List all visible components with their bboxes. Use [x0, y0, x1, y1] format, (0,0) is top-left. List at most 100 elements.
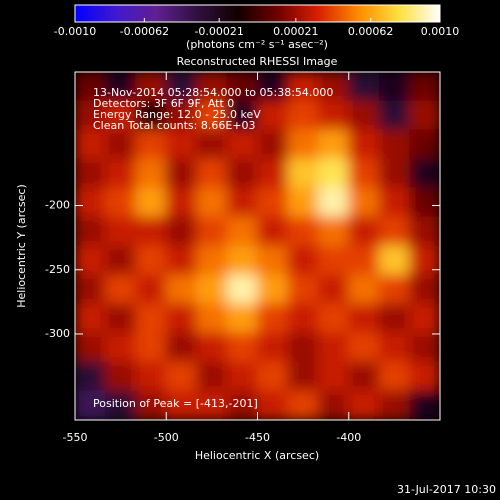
- pixel: [104, 361, 137, 392]
- pixel: [226, 303, 258, 334]
- pixel: [135, 187, 167, 218]
- pixel: [165, 274, 198, 305]
- pixel: [165, 303, 198, 334]
- pixel: [348, 361, 380, 392]
- pixel: [135, 332, 167, 363]
- pixel: [165, 158, 198, 189]
- pixel: [135, 361, 167, 392]
- pixel: [378, 72, 411, 102]
- pixel: [257, 245, 289, 276]
- pixel: [257, 72, 289, 102]
- pixel: [378, 100, 411, 131]
- pixel: [287, 158, 319, 189]
- pixel: [135, 274, 167, 305]
- pixel: [409, 72, 440, 102]
- pixel: [378, 303, 411, 334]
- colorbar: [74, 4, 441, 23]
- pixel: [104, 274, 137, 305]
- pixel: [75, 158, 106, 189]
- pixel: [348, 245, 380, 276]
- pixel: [75, 332, 106, 363]
- pixel: [348, 158, 380, 189]
- pixel: [75, 100, 106, 131]
- pixel: [104, 216, 137, 247]
- colorbar-tick-label: -0.00021: [194, 25, 243, 38]
- pixel: [317, 274, 350, 305]
- peak-label: Position of Peak = [-413,-201]: [93, 397, 258, 410]
- x-tick-label: -550: [63, 431, 88, 444]
- pixel: [104, 245, 137, 276]
- pixel: [287, 390, 319, 420]
- pixel: [348, 390, 380, 420]
- pixel: [196, 158, 228, 189]
- pixel: [196, 72, 228, 102]
- pixel: [378, 129, 411, 160]
- pixel: [165, 216, 198, 247]
- pixel: [348, 100, 380, 131]
- footer: 31-Jul-2017 10:30: [397, 483, 496, 496]
- pixel: [75, 361, 106, 392]
- annotation: Energy Range: 12.0 - 25.0 keV: [93, 108, 261, 121]
- pixel: [226, 72, 258, 102]
- annotation: 13-Nov-2014 05:28:54.000 to 05:38:54.000: [93, 86, 333, 99]
- pixel: [75, 187, 106, 218]
- pixel: [409, 390, 440, 420]
- pixel: [348, 187, 380, 218]
- pixel: [409, 158, 440, 189]
- pixel: [135, 303, 167, 334]
- pixel: [135, 158, 167, 189]
- pixel: [409, 216, 440, 247]
- x-tick-label: -450: [245, 431, 270, 444]
- colorbar-tick-label: 0.00062: [348, 25, 394, 38]
- pixel: [409, 332, 440, 363]
- pixel: [317, 158, 350, 189]
- pixel: [409, 245, 440, 276]
- pixel: [317, 72, 350, 102]
- pixel: [165, 187, 198, 218]
- pixel: [196, 100, 228, 131]
- pixel: [165, 361, 198, 392]
- pixel: [287, 187, 319, 218]
- pixel: [196, 245, 228, 276]
- pixel: [75, 216, 106, 247]
- pixel: [287, 332, 319, 363]
- pixel: [104, 187, 137, 218]
- pixel: [135, 100, 167, 131]
- pixel: [317, 187, 350, 218]
- pixel: [226, 274, 258, 305]
- pixel: [226, 332, 258, 363]
- pixel: [378, 361, 411, 392]
- pixel: [75, 245, 106, 276]
- pixel: [196, 390, 228, 420]
- pixel: [226, 216, 258, 247]
- pixel: [104, 303, 137, 334]
- pixel: [226, 100, 258, 131]
- pixel: [409, 100, 440, 131]
- pixel: [226, 361, 258, 392]
- pixel: [287, 216, 319, 247]
- pixel: [348, 332, 380, 363]
- colorbar-tick-label: -0.0010: [54, 25, 96, 38]
- pixel: [378, 390, 411, 420]
- pixel: [104, 129, 137, 160]
- pixel: [226, 245, 258, 276]
- pixel: [348, 303, 380, 334]
- pixel: [104, 158, 137, 189]
- pixel: [196, 274, 228, 305]
- y-tick-label: -250: [45, 263, 70, 276]
- pixel: [257, 390, 289, 420]
- pixel: [317, 390, 350, 420]
- pixel: [348, 216, 380, 247]
- pixel: [196, 303, 228, 334]
- pixel: [348, 129, 380, 160]
- pixel: [165, 72, 198, 102]
- y-axis-label: Heliocentric Y (arcsec): [15, 184, 28, 308]
- pixel: [196, 361, 228, 392]
- pixel: [287, 303, 319, 334]
- pixel: [287, 245, 319, 276]
- pixel: [196, 332, 228, 363]
- x-tick-label: -500: [154, 431, 179, 444]
- pixel: [226, 390, 258, 420]
- pixel: [135, 216, 167, 247]
- chart-title: Reconstructed RHESSI Image: [177, 55, 338, 68]
